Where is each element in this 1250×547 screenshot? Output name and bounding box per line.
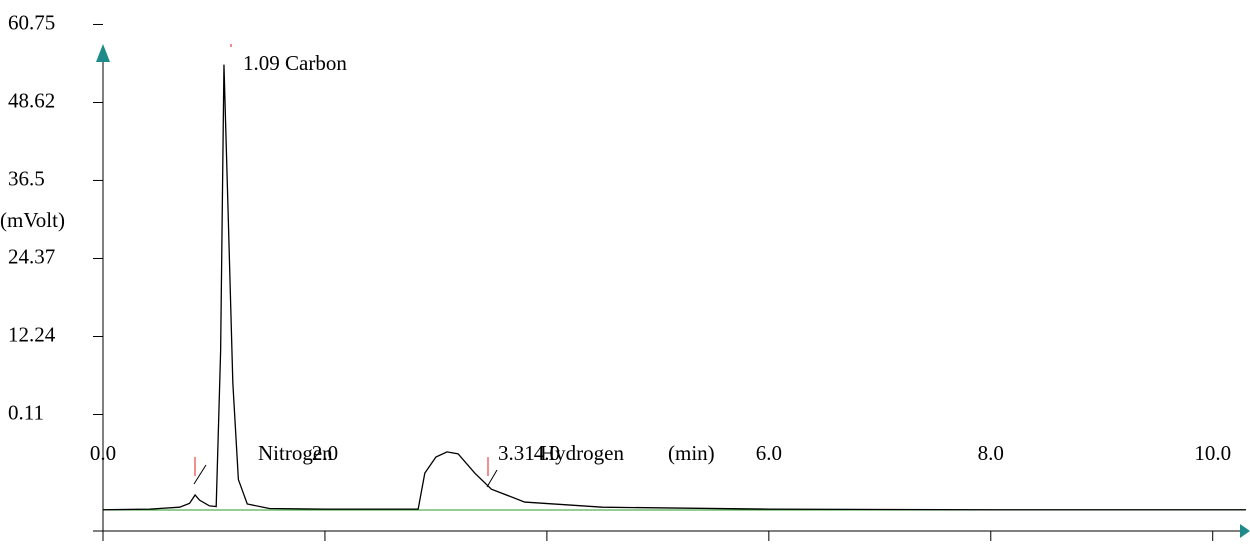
peak-label: 3.31 Hydrogen <box>498 441 624 465</box>
y-tick-label: 24.37 <box>8 244 55 268</box>
x-axis-arrow <box>1240 524 1250 538</box>
trace <box>102 64 1246 511</box>
x-tick-label: 4.0 <box>534 441 560 465</box>
y-tick-label: 36.5 <box>8 166 45 190</box>
x-tick-label: 2.0 <box>312 441 338 465</box>
leader-line <box>486 469 498 488</box>
x-tick-label: 8.0 <box>978 441 1004 465</box>
y-axis-arrow <box>96 44 110 62</box>
y-tick-label: 0.11 <box>8 400 44 424</box>
y-axis-label: (mVolt) <box>0 208 65 232</box>
x-tick-label: 6.0 <box>756 441 782 465</box>
x-tick-label: 10.0 <box>1194 441 1231 465</box>
peak-label: 1.09 Carbon <box>243 51 347 75</box>
x-axis-label: (min) <box>668 441 715 465</box>
x-tick-label: 0.0 <box>90 441 116 465</box>
peak-label: Nitrogen <box>258 441 333 465</box>
y-tick-label: 60.75 <box>8 10 55 34</box>
y-tick-label: 48.62 <box>8 88 55 112</box>
y-tick-label: 12.24 <box>8 322 56 346</box>
leader-line <box>193 464 207 485</box>
